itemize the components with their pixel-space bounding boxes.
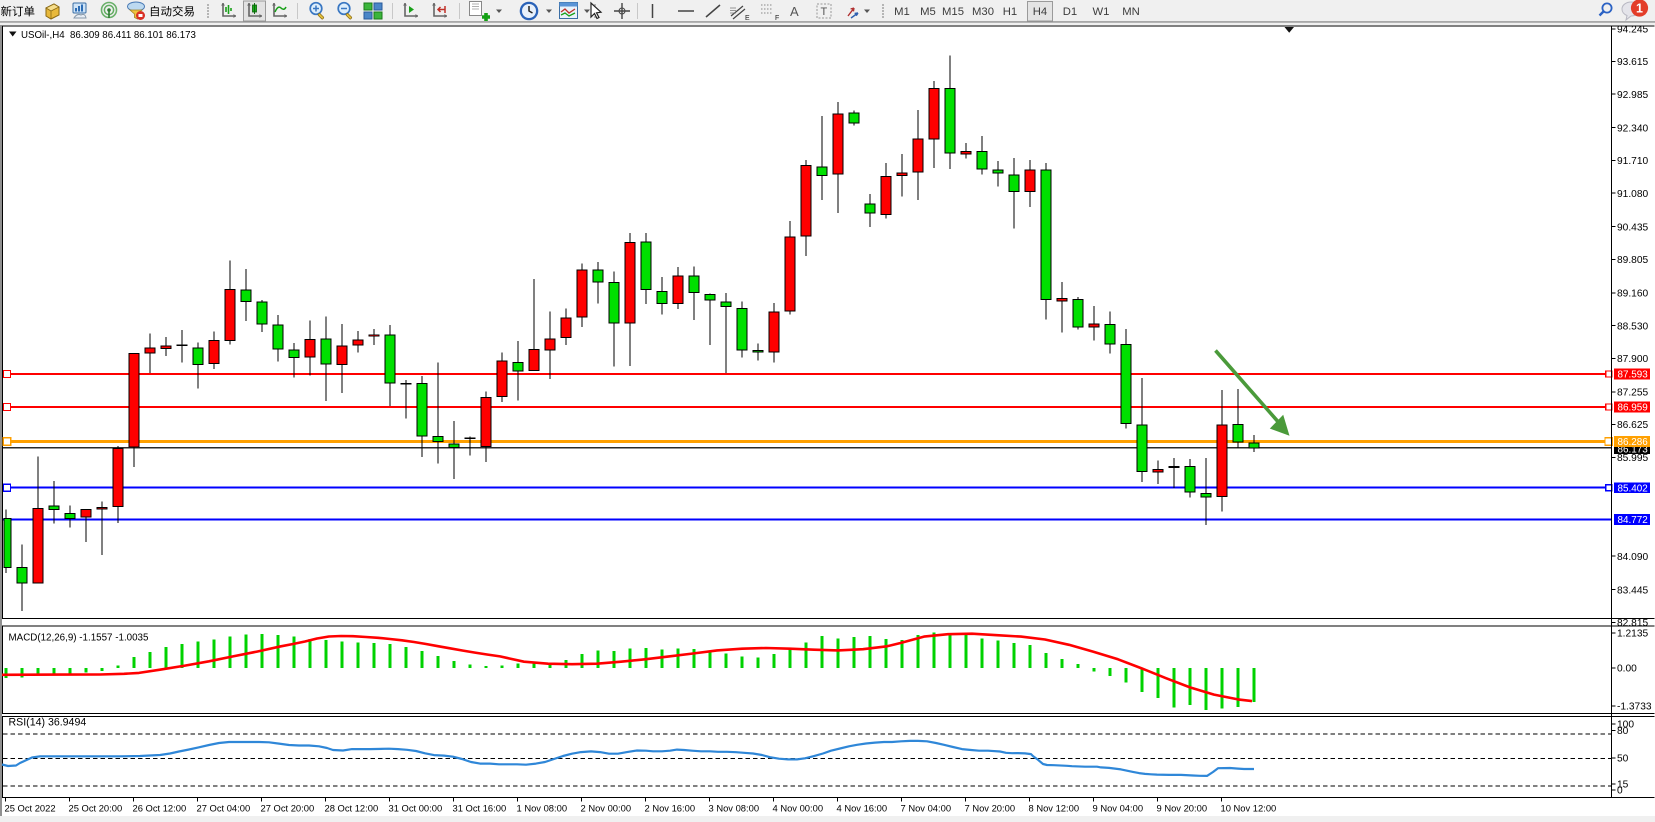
svg-text:8 Nov 12:00: 8 Nov 12:00: [1029, 803, 1080, 814]
svg-text:87.593: 87.593: [1618, 370, 1649, 381]
svg-text:10 Nov 12:00: 10 Nov 12:00: [1221, 803, 1277, 814]
svg-text:85.402: 85.402: [1618, 483, 1648, 494]
svg-text:86.959: 86.959: [1618, 403, 1649, 414]
svg-text:25 Oct 20:00: 25 Oct 20:00: [69, 803, 123, 814]
svg-text:USOil-,H4 86.309 86.411 86.10: USOil-,H4 86.309 86.411 86.101 86.173: [21, 30, 196, 41]
svg-text:-1.3733: -1.3733: [1617, 702, 1652, 713]
svg-text:82.815: 82.815: [1617, 618, 1648, 629]
svg-text:RSI(14) 36.9494: RSI(14) 36.9494: [9, 717, 87, 729]
svg-text:88.530: 88.530: [1617, 321, 1648, 332]
svg-text:83.445: 83.445: [1617, 585, 1648, 596]
svg-text:92.985: 92.985: [1617, 90, 1648, 101]
svg-text:94.245: 94.245: [1617, 25, 1648, 36]
svg-text:80: 80: [1617, 726, 1629, 737]
svg-text:2 Nov 16:00: 2 Nov 16:00: [645, 803, 696, 814]
svg-text:M1: M1: [894, 6, 910, 18]
svg-text:9 Nov 20:00: 9 Nov 20:00: [1157, 803, 1208, 814]
svg-text:91.710: 91.710: [1617, 156, 1648, 167]
svg-text:86.173: 86.173: [1618, 444, 1649, 455]
svg-text:M5: M5: [920, 6, 936, 18]
svg-text:87.255: 87.255: [1617, 388, 1648, 399]
svg-text:84.772: 84.772: [1618, 515, 1648, 526]
svg-text:26 Oct 12:00: 26 Oct 12:00: [133, 803, 187, 814]
svg-text:27 Oct 20:00: 27 Oct 20:00: [261, 803, 315, 814]
svg-text:D1: D1: [1063, 6, 1077, 18]
svg-text:87.900: 87.900: [1617, 354, 1648, 365]
svg-text:28 Oct 12:00: 28 Oct 12:00: [325, 803, 379, 814]
svg-text:31 Oct 00:00: 31 Oct 00:00: [389, 803, 443, 814]
svg-text:9 Nov 04:00: 9 Nov 04:00: [1093, 803, 1144, 814]
svg-text:M30: M30: [972, 6, 994, 18]
svg-text:T: T: [821, 6, 828, 18]
svg-text:M15: M15: [942, 6, 964, 18]
svg-text:86.625: 86.625: [1617, 420, 1648, 431]
svg-text:100: 100: [1617, 720, 1634, 731]
svg-text:1.2135: 1.2135: [1617, 629, 1648, 640]
svg-text:85.995: 85.995: [1617, 453, 1648, 464]
svg-text:31 Oct 16:00: 31 Oct 16:00: [453, 803, 507, 814]
svg-text:F: F: [775, 15, 779, 22]
svg-text:84.090: 84.090: [1617, 552, 1648, 563]
svg-text:0.00: 0.00: [1617, 664, 1637, 675]
svg-text:89.160: 89.160: [1617, 289, 1648, 300]
svg-text:H4: H4: [1033, 6, 1047, 18]
svg-text:H1: H1: [1003, 6, 1017, 18]
svg-text:91.080: 91.080: [1617, 189, 1648, 200]
svg-text:1: 1: [1636, 2, 1643, 16]
svg-text:25 Oct 2022: 25 Oct 2022: [5, 803, 56, 814]
svg-text:15: 15: [1617, 780, 1629, 791]
svg-text:4 Nov 16:00: 4 Nov 16:00: [837, 803, 888, 814]
svg-text:86.286: 86.286: [1618, 437, 1649, 448]
svg-text:50: 50: [1617, 754, 1629, 765]
svg-text:W1: W1: [1093, 6, 1110, 18]
svg-text:92.340: 92.340: [1617, 123, 1648, 134]
svg-text:90.435: 90.435: [1617, 222, 1648, 233]
svg-text:0: 0: [1617, 786, 1623, 797]
svg-text:4 Nov 00:00: 4 Nov 00:00: [773, 803, 824, 814]
svg-text:93.615: 93.615: [1617, 57, 1648, 68]
svg-text:2 Nov 00:00: 2 Nov 00:00: [581, 803, 632, 814]
svg-text:7 Nov 20:00: 7 Nov 20:00: [965, 803, 1016, 814]
svg-text:89.805: 89.805: [1617, 255, 1648, 266]
svg-text:1 Nov 08:00: 1 Nov 08:00: [517, 803, 568, 814]
svg-text:MN: MN: [1122, 6, 1140, 18]
svg-text:27 Oct 04:00: 27 Oct 04:00: [197, 803, 251, 814]
svg-text:E: E: [745, 15, 750, 22]
svg-text:MACD(12,26,9) -1.1557 -1.0035: MACD(12,26,9) -1.1557 -1.0035: [9, 633, 150, 644]
svg-text:3 Nov 08:00: 3 Nov 08:00: [709, 803, 760, 814]
svg-text:A: A: [790, 4, 799, 19]
svg-text:7 Nov 04:00: 7 Nov 04:00: [901, 803, 952, 814]
